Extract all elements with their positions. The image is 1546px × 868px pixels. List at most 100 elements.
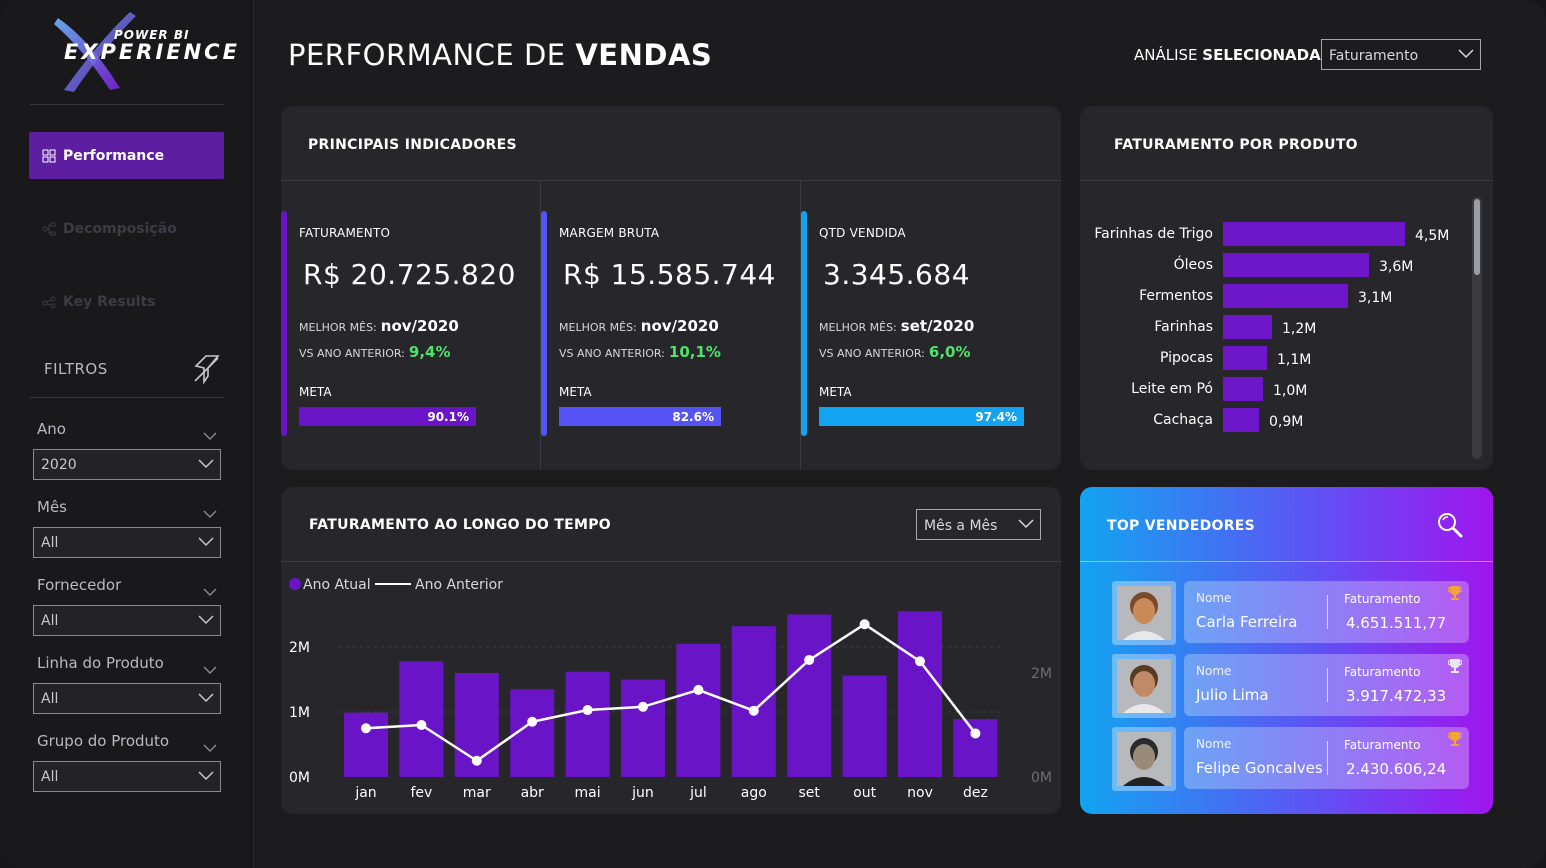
point-jan [361, 723, 371, 734]
logo-text-top: POWER BI [114, 28, 190, 42]
filter-collapse-chevron-icon[interactable] [203, 738, 217, 752]
product-value: 1,2M [1282, 321, 1317, 337]
timeline-card: FATURAMENTO AO LONGO DO TEMPO Mês a Mês … [281, 487, 1061, 814]
bar-out [842, 675, 887, 777]
nav-performance[interactable]: Performance [29, 132, 224, 179]
filter-dropdown[interactable]: All [33, 527, 221, 558]
logo-text-bottom: EXPERIENCE [64, 40, 240, 64]
x-tick-set: set [798, 785, 820, 801]
bar-jul [676, 643, 721, 777]
point-dez [970, 728, 981, 739]
point-out [859, 619, 870, 630]
product-name: Farinhas [1154, 319, 1213, 335]
kpi-value: R$ 20.725.820 [303, 258, 516, 291]
filter-label: Mês [37, 498, 67, 516]
filter-dropdown[interactable]: All [33, 761, 221, 792]
kpi-vs-previous: VS ANO ANTERIOR: 9,4% [299, 343, 451, 361]
decomposition-tree-icon [42, 222, 56, 235]
product-bar [1223, 408, 1259, 432]
seller-name-label: Nome [1196, 591, 1232, 605]
search-icon[interactable] [1436, 511, 1464, 539]
filter-value: 2020 [41, 457, 77, 473]
product-scrollbar[interactable] [1472, 197, 1482, 459]
kpi-accent-bar [801, 211, 807, 436]
seller-row[interactable]: Nome Carla Ferreira Faturamento 4.651.511,7… [1112, 581, 1469, 645]
product-name: Farinhas de Trigo [1094, 226, 1213, 242]
bar-set [787, 614, 832, 777]
x-tick-abr: abr [521, 785, 544, 801]
product-value: 1,0M [1273, 383, 1308, 399]
x-tick-jan: jan [354, 785, 376, 801]
page-title-regular: PERFORMANCE DE [288, 38, 576, 72]
bar-jan [344, 712, 388, 777]
analysis-select[interactable]: Faturamento [1321, 39, 1481, 70]
product-bar [1223, 284, 1348, 308]
filter-label: Fornecedor [37, 576, 122, 594]
filter-label: Grupo do Produto [37, 732, 170, 750]
filter-collapse-chevron-icon[interactable] [203, 504, 217, 518]
kpi-vs-previous: VS ANO ANTERIOR: 6,0% [819, 343, 971, 361]
filter-collapse-chevron-icon[interactable] [203, 426, 217, 440]
seller-value-label: Faturamento [1344, 665, 1421, 679]
y-tick-right: 2M [1031, 666, 1052, 682]
product-bar [1223, 253, 1369, 277]
seller-value: 2.430.606,24 [1346, 760, 1447, 778]
filter-dropdown[interactable]: 2020 [33, 449, 221, 480]
key-results-icon [42, 296, 56, 308]
product-scrollbar-thumb[interactable] [1474, 199, 1480, 275]
trophy-icon [1447, 658, 1463, 674]
kpi-label: FATURAMENTO [299, 226, 391, 240]
kpi-best-month-value: set/2020 [900, 317, 975, 335]
filter-dropdown[interactable]: All [33, 683, 221, 714]
product-bar [1223, 315, 1272, 339]
product-value: 3,6M [1379, 259, 1414, 275]
filter-collapse-chevron-icon[interactable] [203, 660, 217, 674]
chevron-down-icon [198, 537, 214, 547]
timeline-chart: 0M 1M 2M 0M 2M Ano Atual Ano Anterior jan fev mar… [289, 577, 1052, 801]
kpi-vs-previous-label: VS ANO ANTERIOR: [559, 347, 665, 360]
analysis-label-bold: SELECIONADA: [1202, 46, 1327, 64]
seller-info: Nome Carla Ferreira Faturamento 4.651.511,7… [1184, 581, 1469, 643]
kpi-best-month-label: MELHOR MÊS: [819, 321, 897, 334]
kpi-meta-label: META [819, 385, 852, 399]
kpi-best-month: MELHOR MÊS: nov/2020 [299, 317, 459, 335]
filter-value: All [41, 769, 59, 785]
nav-key-results[interactable]: Key Results [29, 278, 224, 325]
kpi-best-month: MELHOR MÊS: nov/2020 [559, 317, 719, 335]
kpi-2: QTD VENDIDA 3.345.684 MELHOR MÊS: set/2020 V… [801, 181, 1061, 470]
granularity-select[interactable]: Mês a Mês [916, 509, 1041, 540]
filter-collapse-chevron-icon[interactable] [203, 582, 217, 596]
nav-decomposicao[interactable]: Decomposição [29, 205, 224, 252]
chevron-down-icon [198, 459, 214, 469]
filter-label: Ano [37, 420, 66, 438]
kpi-value: 3.345.684 [823, 258, 971, 291]
seller-name-label: Nome [1196, 664, 1232, 678]
point-mai [582, 705, 593, 716]
x-tick-dez: dez [963, 785, 988, 801]
point-ago [748, 705, 759, 716]
seller-info: Nome Felipe Goncalves Faturamento 2.430.606… [1184, 727, 1469, 789]
seller-row[interactable]: Nome Felipe Goncalves Faturamento 2.430.606… [1112, 727, 1469, 791]
kpi-vs-previous-value: 9,4% [408, 343, 451, 361]
bar-jun [621, 679, 665, 777]
point-fev [416, 720, 427, 730]
filters-title: FILTROS [44, 360, 108, 378]
product-name: Cachaça [1153, 412, 1213, 428]
point-jun [638, 701, 648, 712]
trophy-icon [1447, 731, 1463, 747]
x-tick-fev: fev [410, 785, 432, 801]
seller-value-label: Faturamento [1344, 738, 1421, 752]
filter-value: All [41, 535, 59, 551]
line-ano-anterior [365, 622, 977, 763]
filter-dropdown[interactable]: All [33, 605, 221, 636]
x-tick-nov: nov [907, 785, 933, 801]
product-value: 4,5M [1415, 228, 1450, 244]
seller-row[interactable]: Nome Julio Lima Faturamento 3.917.472,33 [1112, 654, 1469, 718]
kpi-accent-bar [541, 211, 547, 436]
seller-avatar [1112, 581, 1176, 645]
clear-filters-icon[interactable] [192, 354, 220, 384]
x-tick-jul: jul [689, 785, 707, 801]
product-value: 3,1M [1358, 290, 1393, 306]
product-card-title: FATURAMENTO POR PRODUTO [1114, 137, 1358, 153]
